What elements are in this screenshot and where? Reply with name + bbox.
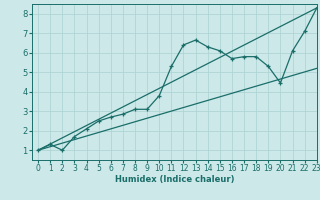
X-axis label: Humidex (Indice chaleur): Humidex (Indice chaleur) (115, 175, 234, 184)
